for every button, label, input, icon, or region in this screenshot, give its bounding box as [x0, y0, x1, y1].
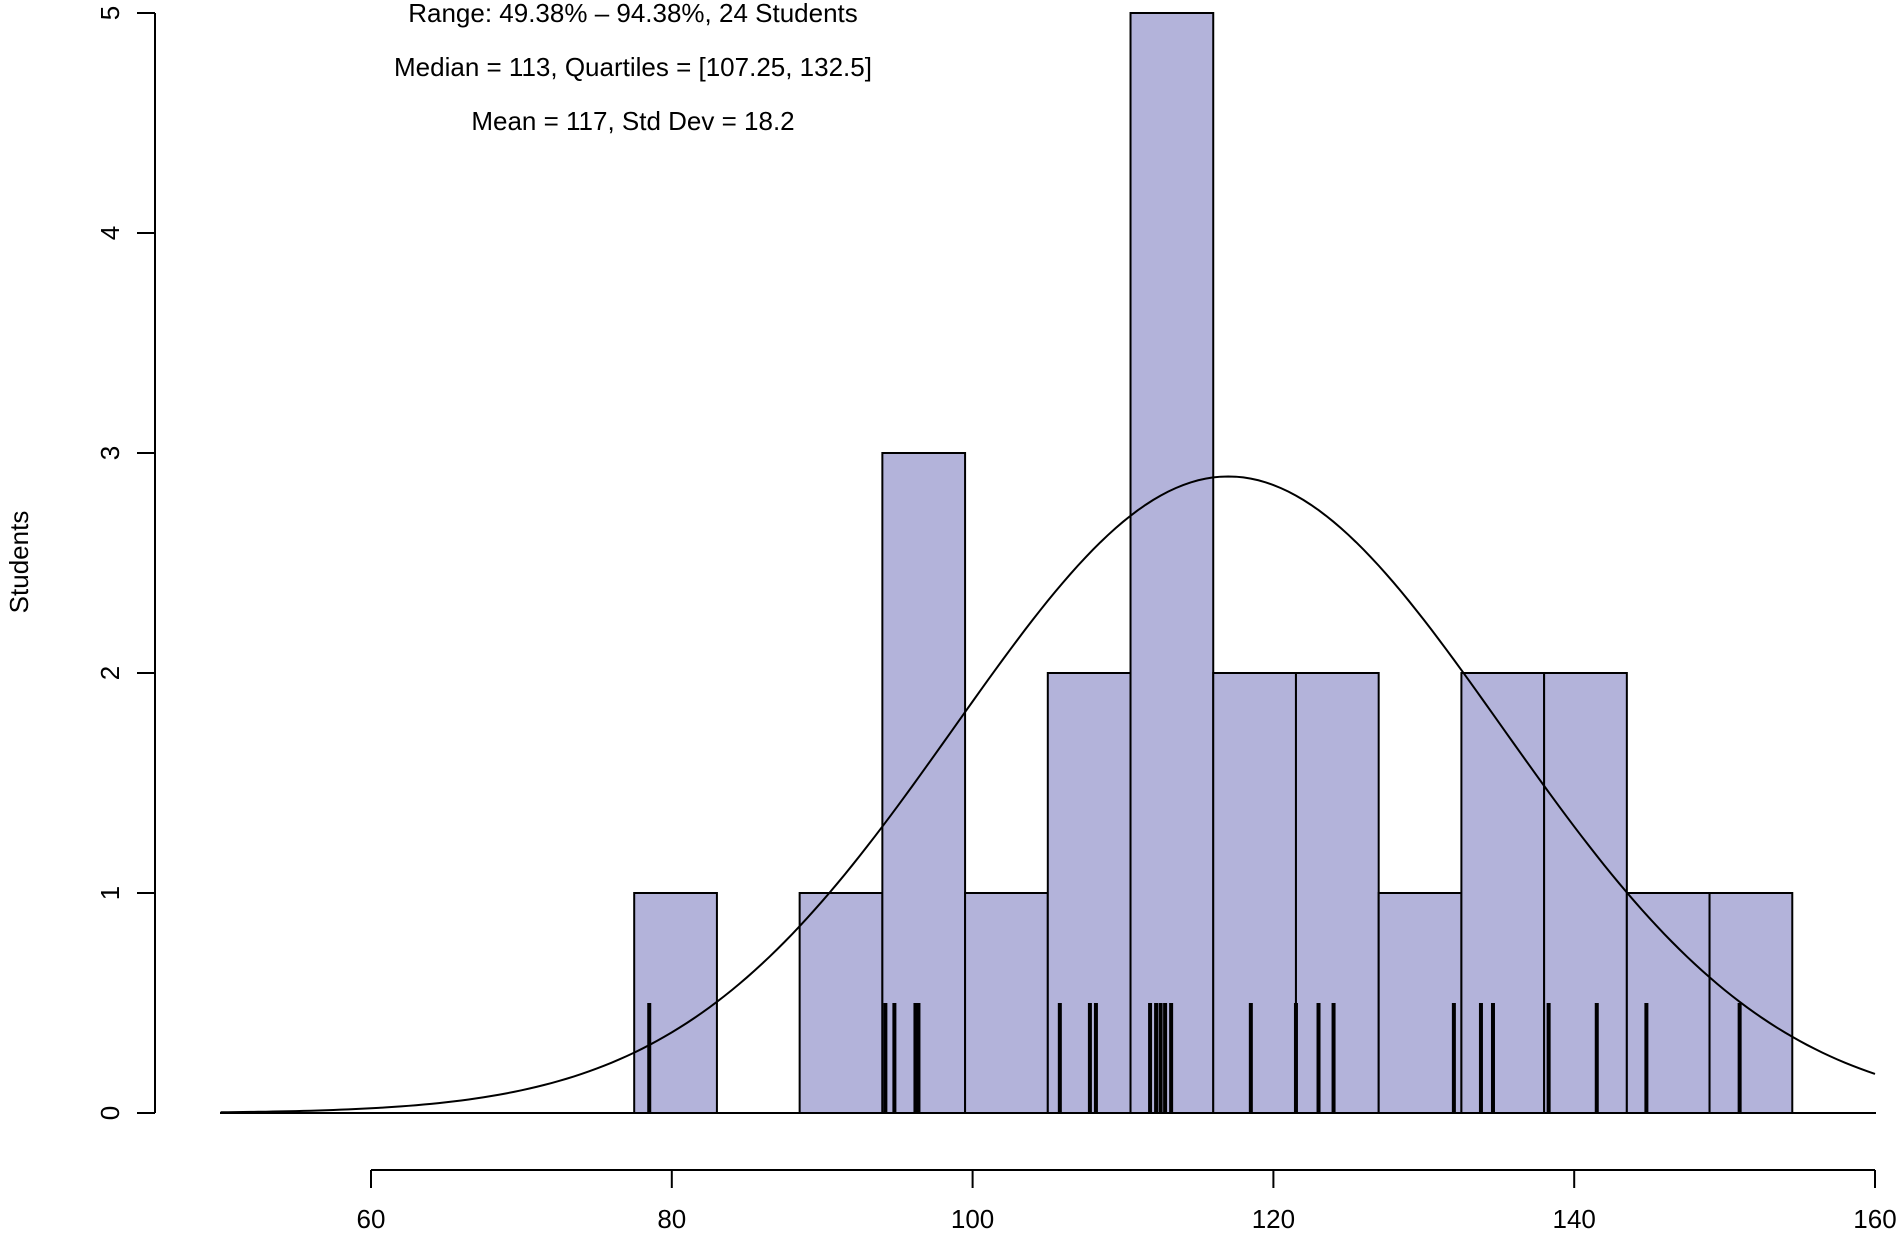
annotation-mean-sd: Mean = 117, Std Dev = 18.2: [471, 106, 794, 136]
y-tick-label-5: 5: [95, 6, 125, 20]
x-tick-label-80: 80: [657, 1204, 686, 1233]
histogram-bar-8: [1294, 672, 1380, 1114]
x-tick-label-100: 100: [951, 1204, 994, 1233]
histogram-bar-7: [1212, 672, 1297, 1114]
x-tick-label-120: 120: [1252, 1204, 1295, 1233]
histogram-bar-0: [633, 892, 718, 1114]
y-axis-label: Students: [4, 511, 34, 614]
annotation-median-quartiles: Median = 113, Quartiles = [107.25, 132.5…: [394, 52, 872, 82]
y-tick-label-2: 2: [95, 666, 125, 680]
histogram-bar-4: [964, 892, 1049, 1114]
y-tick-label-4: 4: [95, 226, 125, 240]
histogram-bar-2: [798, 892, 884, 1114]
x-axis: 60 80 100 120 140 160: [357, 1169, 1897, 1233]
histogram-bar-6: [1129, 12, 1215, 1114]
histogram-bar-11: [1543, 672, 1628, 1114]
normal-curve-layer: [220, 475, 1876, 1114]
rug-marks: [647, 1003, 1742, 1113]
x-tick-label-140: 140: [1553, 1204, 1596, 1233]
histogram-bar-10: [1460, 672, 1546, 1114]
summary-annotations: Range: 49.38% – 94.38%, 24 Students Medi…: [394, 0, 872, 136]
histogram-bar-12: [1625, 892, 1711, 1114]
normal-curve: [220, 475, 1876, 1114]
histogram-bars: [633, 12, 1794, 1114]
histogram-bar-9: [1377, 892, 1463, 1114]
annotation-range: Range: 49.38% – 94.38%, 24 Students: [408, 0, 858, 28]
y-axis: 0 1 2 3 4 5: [95, 6, 156, 1120]
y-tick-label-1: 1: [95, 886, 125, 900]
y-tick-label-0: 0: [95, 1106, 125, 1120]
x-tick-label-60: 60: [357, 1204, 386, 1233]
x-tick-label-160: 160: [1853, 1204, 1896, 1233]
histogram-bar-13: [1708, 892, 1794, 1114]
y-tick-label-3: 3: [95, 446, 125, 460]
